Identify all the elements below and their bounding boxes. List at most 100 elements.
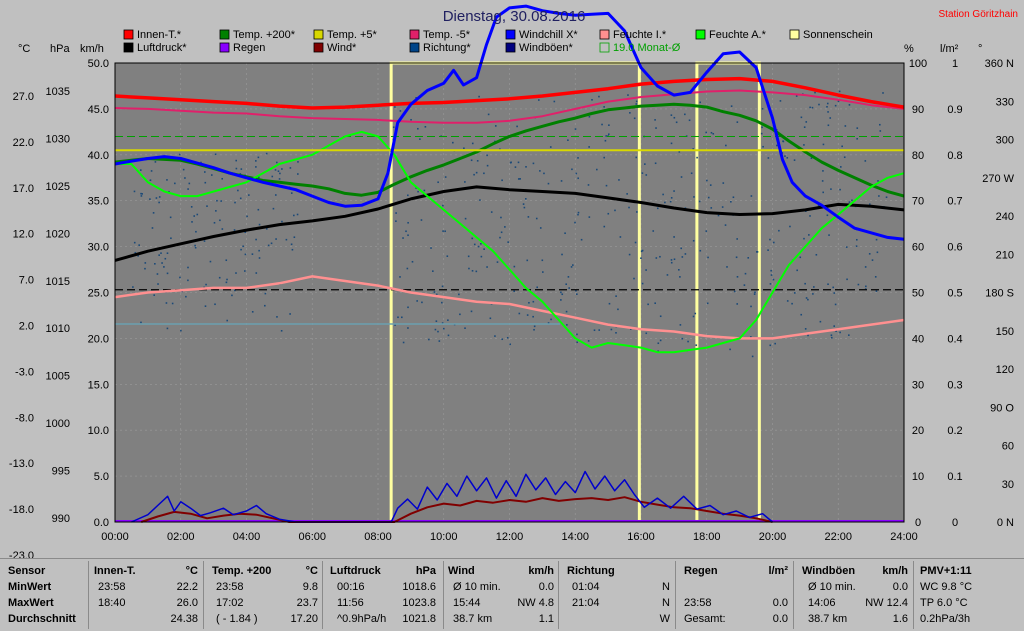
direction-point [407,306,409,309]
direction-point [786,300,789,302]
direction-point [769,238,771,241]
temp-tick-label: 12.0 [13,229,34,241]
direction-point [258,223,261,226]
direction-point [615,332,617,334]
direction-point [483,172,485,175]
direction-point [707,256,709,259]
unit-direction: ° [978,43,982,55]
direction-point [441,285,444,288]
direction-point [694,312,697,315]
direction-point [417,127,419,130]
direction-point [885,196,888,199]
speed-tick-label: 35.0 [88,196,109,208]
direction-point [736,238,738,240]
direction-point [276,316,278,318]
direction-point [464,181,466,183]
direction-point [489,317,492,320]
legend-swatch [505,42,516,53]
direction-point [501,338,504,341]
direction-point [707,196,710,199]
direction-point [235,272,237,274]
direction-point [134,251,137,254]
direction-point [501,179,503,182]
direction-point [655,127,657,129]
direction-point [274,194,277,196]
x-tick-label: 24:00 [890,531,918,543]
direction-point [769,283,772,285]
direction-point [274,169,277,171]
direction-point [634,241,637,244]
direction-point [504,226,506,228]
speed-tick-label: 15.0 [88,379,109,391]
direction-point [149,179,152,182]
direction-point [877,180,879,182]
direction-point [577,213,579,216]
direction-point [433,291,436,293]
direction-point [513,290,515,293]
x-tick-label: 20:00 [759,531,787,543]
direction-point [285,238,288,241]
legend-swatch [599,42,610,53]
direction-point [168,190,170,193]
direction-point [678,268,680,271]
direction-point [442,230,444,232]
direction-point [264,292,267,295]
direction-point [736,276,739,278]
direction-point [275,238,277,240]
direction-point [158,254,160,256]
direction-point [518,312,521,315]
series-feuchte-a [115,130,905,354]
direction-point [809,215,811,217]
direction-point [470,159,473,162]
direction-point [879,130,882,132]
luft-time: ^0.9hPa/h [337,613,387,625]
direction-point [670,197,673,199]
direction-point [709,184,712,186]
direction-point [839,166,842,168]
pressure-tick-label: 1035 [46,86,70,98]
direction-point [810,157,813,160]
direction-point [572,264,574,266]
direction-point [818,103,820,106]
temp-time: 17:02 [216,597,244,609]
direction-point [833,292,836,294]
direction-point [857,283,860,286]
humidity-tick-label: 50 [912,288,924,300]
direction-point [610,328,613,331]
legend-label: Feuchte I.* [613,29,667,41]
legend-label: Feuchte A.* [709,29,767,41]
direction-point [822,170,824,172]
temp-value: 17.20 [290,613,318,625]
direction-point [855,238,858,241]
direction-point [463,147,465,150]
direction-point [270,242,273,245]
direction-point [464,217,467,220]
unit-speed: km/h [80,43,104,55]
direction-point [826,102,829,105]
direction-point [575,172,578,175]
direction-point [747,257,750,259]
speed-tick-label: 45.0 [88,104,109,116]
x-tick-label: 16:00 [627,531,655,543]
direction-point [220,200,222,202]
direction-point [258,257,261,259]
direction-point [494,335,496,337]
direction-point [235,167,238,170]
direction-point [633,277,635,280]
direction-point [568,287,570,289]
direction-point [549,146,552,148]
direction-point [628,253,631,256]
direction-point [486,164,489,167]
direction-point [837,100,840,103]
x-tick-label: 10:00 [430,531,458,543]
pressure-tick-label: 1015 [46,276,70,288]
temp-time: 23:58 [216,581,244,593]
direction-point [693,196,695,198]
direction-point [826,214,829,217]
direction-point [428,338,430,341]
direction-point [417,190,419,193]
direction-point [166,272,169,275]
pressure-tick-label: 990 [52,513,70,525]
direction-point [846,278,848,281]
row-label: Durchschnitt [8,613,76,625]
